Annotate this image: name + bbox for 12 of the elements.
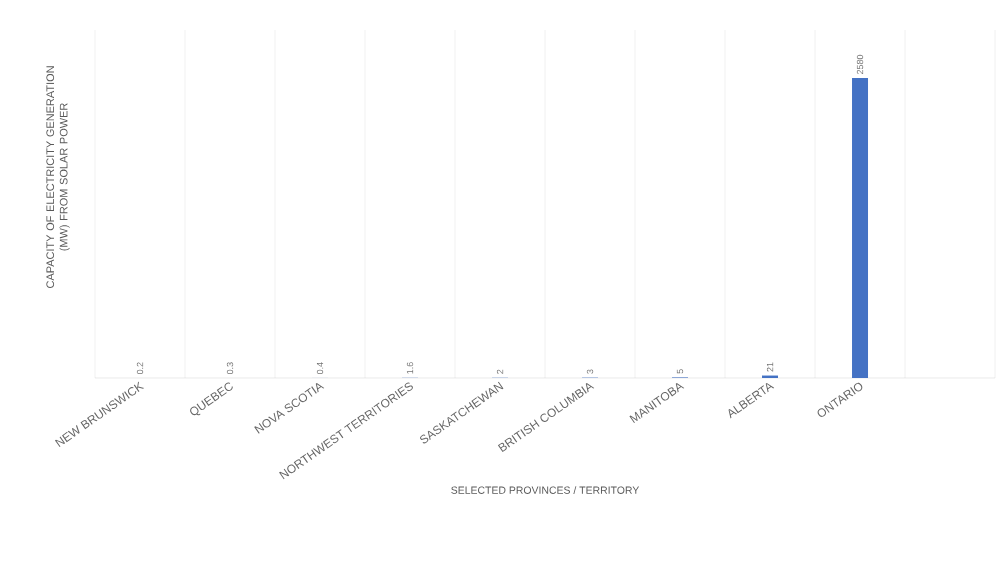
bar bbox=[852, 77, 869, 378]
x-axis-title: SELECTED PROVINCES / TERRITORY bbox=[451, 486, 640, 494]
data-label: 5 bbox=[676, 369, 684, 374]
data-label: 2 bbox=[496, 369, 504, 374]
data-label: 1.6 bbox=[406, 362, 414, 374]
data-label: 0.2 bbox=[136, 362, 144, 375]
data-label: 0.4 bbox=[316, 362, 324, 375]
y-axis-title: CAPACITY OF ELECTRICITY GENERATION (MW) FROM SOLAR POWER bbox=[46, 66, 70, 288]
data-label: 0.3 bbox=[226, 362, 234, 375]
data-label: 3 bbox=[586, 369, 594, 374]
data-label: 21 bbox=[766, 362, 774, 372]
data-label: 2580 bbox=[856, 54, 864, 75]
